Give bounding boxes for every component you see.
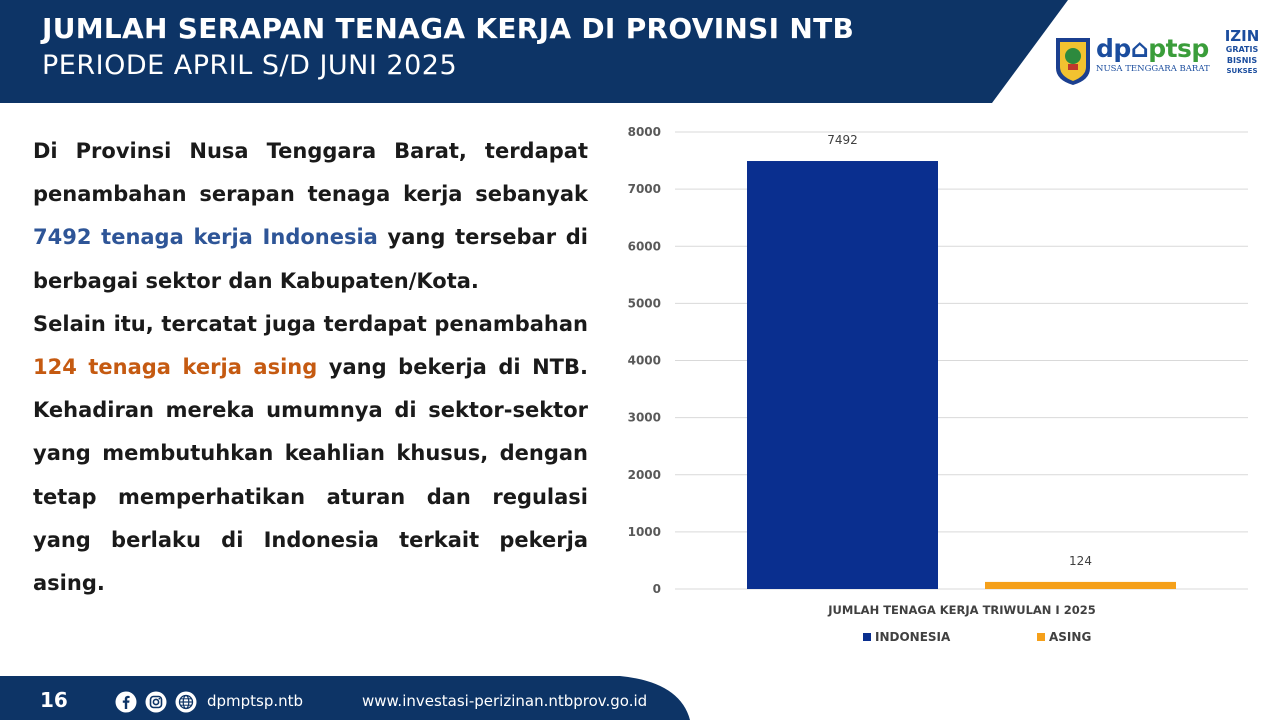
y-tick-label: 1000 (628, 525, 661, 539)
paragraph-indonesia: Di Provinsi Nusa Tenggara Barat, terdapa… (33, 139, 588, 293)
legend-label: INDONESIA (875, 630, 951, 644)
description-text: Di Provinsi Nusa Tenggara Barat, terdapa… (33, 130, 588, 605)
legend-swatch (1037, 633, 1045, 641)
social-handle[interactable]: dpmptsp.ntb (207, 692, 304, 710)
y-tick-label: 4000 (628, 354, 661, 368)
y-tick-label: 3000 (628, 411, 661, 425)
header-banner (0, 0, 1068, 103)
page-number: 16 (40, 688, 68, 712)
y-tick-label: 0 (653, 582, 661, 596)
y-tick-label: 6000 (628, 239, 661, 253)
bar-asing (985, 581, 1176, 589)
bar-indonesia (747, 161, 938, 589)
facebook-icon[interactable] (115, 691, 137, 713)
data-label: 124 (1069, 554, 1092, 568)
footer-banner (0, 676, 690, 720)
data-label: 7492 (827, 133, 858, 147)
highlight-asing: 124 tenaga kerja asing (33, 355, 318, 380)
izin-gratis-logo: IZIN GRATIS BISNIS SUKSES (1224, 27, 1260, 75)
dpmptsp-logo: dp⌂ptsp NUSA TENGGARA BARAT (1096, 34, 1210, 74)
y-tick-label: 8000 (628, 125, 661, 139)
y-tick-label: 7000 (628, 182, 661, 196)
instagram-icon[interactable] (145, 691, 167, 713)
page-subtitle: PERIODE APRIL S/D JUNI 2025 (42, 50, 458, 81)
y-tick-label: 2000 (628, 468, 661, 482)
paragraph-asing: Selain itu, tercatat juga terdapat penam… (33, 311, 588, 596)
x-category-label: JUMLAH TENAGA KERJA TRIWULAN I 2025 (827, 603, 1095, 617)
ntb-crest-logo (1056, 38, 1090, 85)
legend-label: ASING (1049, 630, 1091, 644)
globe-icon[interactable] (175, 691, 197, 713)
website-link[interactable]: www.investasi-perizinan.ntbprov.go.id (362, 692, 648, 710)
page-title: JUMLAH SERAPAN TENAGA KERJA DI PROVINSI … (42, 12, 855, 45)
bar-chart: 0 1000 2000 3000 4000 5000 6000 7000 8000 7492 124… (628, 125, 1248, 644)
legend-swatch (863, 633, 871, 641)
y-tick-label: 5000 (628, 296, 661, 310)
highlight-indonesia: 7492 tenaga kerja Indonesia (33, 225, 378, 250)
